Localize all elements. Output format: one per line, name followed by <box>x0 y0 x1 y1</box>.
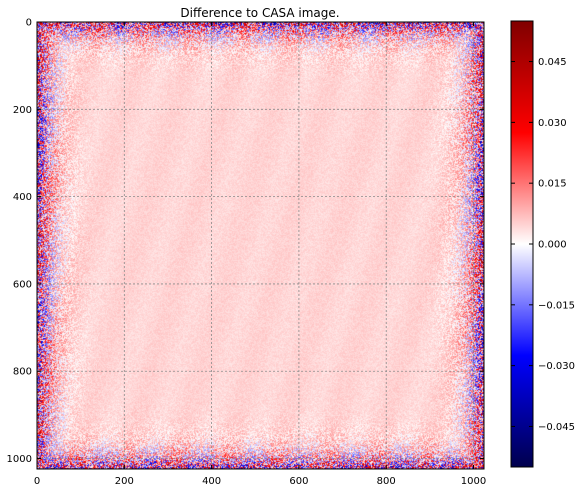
chart-title: Difference to CASA image. <box>180 6 339 20</box>
colorbar-tick-label: −0.030 <box>538 361 575 372</box>
colorbar-tick-label: −0.045 <box>538 422 575 433</box>
x-tick-label: 0 <box>34 476 40 487</box>
y-tick-label: 600 <box>13 279 32 290</box>
x-tick-label: 400 <box>202 476 221 487</box>
x-axis: 0 200 400 600 800 1000 <box>34 22 486 487</box>
y-tick-label: 1000 <box>7 454 32 465</box>
colorbar-tick-label: 0.015 <box>538 179 567 190</box>
colorbar-tick-label: −0.015 <box>538 300 575 311</box>
grid-lines <box>37 22 484 469</box>
plot-frame <box>36 21 485 470</box>
heatmap-image-holder <box>37 22 484 469</box>
y-tick-label: 400 <box>13 192 32 203</box>
heatmap-image <box>37 22 484 469</box>
colorbar-tick-label: 0.000 <box>538 240 567 251</box>
x-tick-label: 1000 <box>461 476 486 487</box>
y-tick-label: 800 <box>13 367 32 378</box>
colorbar-axis: 0.045 0.030 0.015 0.000 −0.015 −0.030 −0.045 <box>511 57 575 433</box>
y-tick-label: 0 <box>26 18 32 29</box>
x-tick-label: 800 <box>377 476 396 487</box>
heatmap-plot: 0 200 400 600 800 1000 0 200 400 600 800 1000 <box>7 18 487 488</box>
y-tick-label: 200 <box>13 105 32 116</box>
colorbar-tick-label: 0.045 <box>538 57 567 68</box>
colorbar: 0.045 0.030 0.015 0.000 −0.015 −0.030 −0.045 <box>510 20 575 468</box>
y-axis: 0 200 400 600 800 1000 <box>7 18 484 465</box>
x-tick-label: 200 <box>115 476 134 487</box>
colorbar-tick-label: 0.030 <box>538 118 567 129</box>
x-tick-label: 600 <box>289 476 308 487</box>
